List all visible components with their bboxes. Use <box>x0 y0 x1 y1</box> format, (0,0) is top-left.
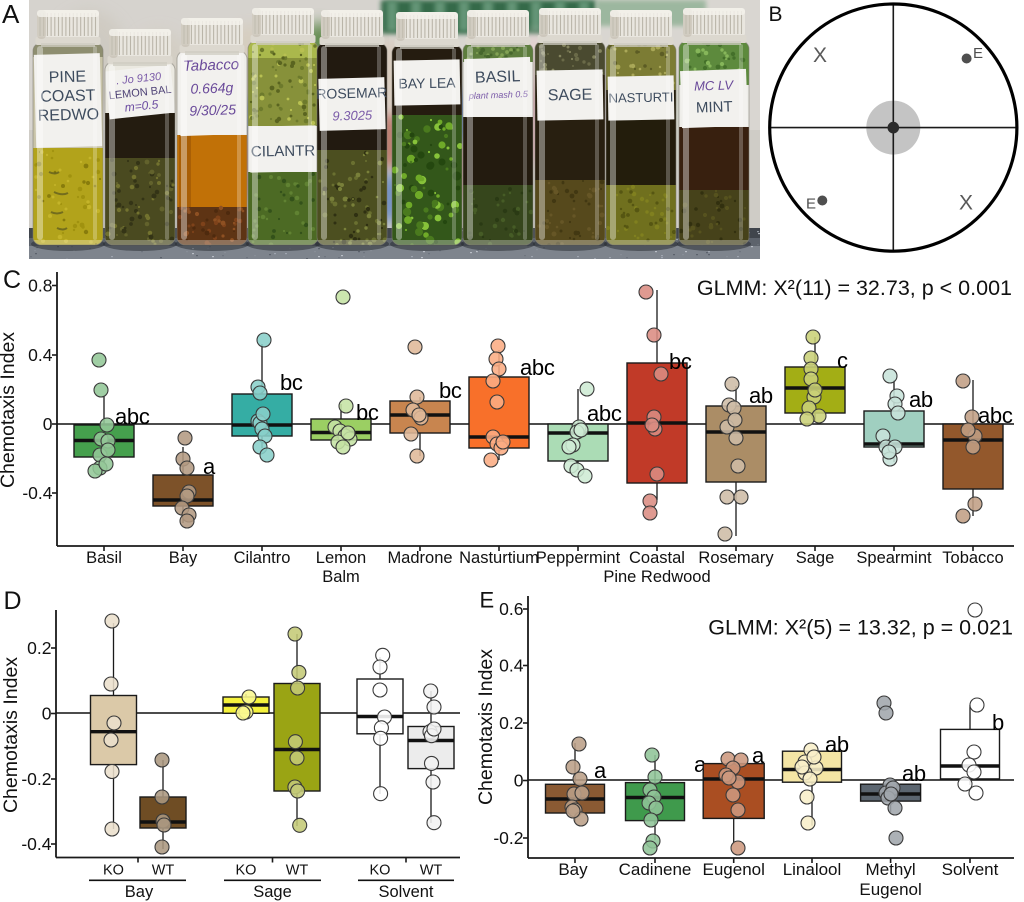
svg-text:bc: bc <box>669 349 692 374</box>
svg-text:Madrone: Madrone <box>387 549 452 567</box>
svg-text:E: E <box>480 588 495 613</box>
svg-text:Bay: Bay <box>558 860 588 879</box>
svg-text:0.2: 0.2 <box>499 713 523 733</box>
svg-text:Cilantro: Cilantro <box>234 549 291 567</box>
svg-text:ab: ab <box>825 732 849 757</box>
svg-text:-0.2: -0.2 <box>21 769 51 789</box>
svg-text:Eugenol: Eugenol <box>859 880 921 899</box>
svg-text:9/30/25: 9/30/25 <box>189 101 236 119</box>
svg-text:Peppermint: Peppermint <box>536 549 621 567</box>
svg-text:Solvent: Solvent <box>942 860 999 879</box>
svg-text:C: C <box>3 266 21 294</box>
svg-text:Tobacco: Tobacco <box>942 549 1003 567</box>
svg-text:Eugenol: Eugenol <box>703 860 765 879</box>
svg-text:Tabacco: Tabacco <box>183 56 240 75</box>
svg-text:ROSEMAR: ROSEMAR <box>316 84 387 102</box>
svg-text:9.3025: 9.3025 <box>332 107 373 123</box>
svg-text:GLMM: X²(5) = 13.32, p = 0.021: GLMM: X²(5) = 13.32, p = 0.021 <box>708 616 1013 640</box>
svg-text:-0.2: -0.2 <box>493 828 523 848</box>
svg-text:0: 0 <box>43 414 53 434</box>
svg-text:b: b <box>992 710 1004 735</box>
svg-text:a: a <box>752 743 765 768</box>
svg-text:WT: WT <box>152 863 175 879</box>
svg-text:-0.4: -0.4 <box>21 834 51 854</box>
svg-text:abc: abc <box>520 355 555 380</box>
svg-text:Coastal: Coastal <box>629 549 685 567</box>
svg-text:0: 0 <box>514 771 524 791</box>
svg-text:KO: KO <box>370 863 391 879</box>
svg-text:0.664g: 0.664g <box>190 79 234 96</box>
svg-text:abc: abc <box>115 404 150 429</box>
svg-text:. Jo 9130: . Jo 9130 <box>116 71 163 88</box>
svg-text:bc: bc <box>439 378 462 403</box>
svg-text:Sage: Sage <box>796 549 835 567</box>
svg-text:WT: WT <box>420 863 443 879</box>
svg-text:X: X <box>813 44 827 67</box>
svg-text:Chemotaxis Index: Chemotaxis Index <box>475 649 497 805</box>
svg-text:BASIL: BASIL <box>475 68 521 87</box>
svg-text:c: c <box>837 348 848 373</box>
svg-text:0: 0 <box>42 704 52 724</box>
svg-text:m=0.5: m=0.5 <box>124 97 159 114</box>
svg-text:0.2: 0.2 <box>27 638 51 658</box>
svg-text:WT: WT <box>286 863 309 879</box>
svg-text:ab: ab <box>909 387 933 412</box>
svg-text:Pine Redwood: Pine Redwood <box>603 568 710 586</box>
svg-text:Linalool: Linalool <box>783 860 842 879</box>
svg-text:REDWO: REDWO <box>38 106 100 125</box>
svg-text:Solvent: Solvent <box>378 883 433 901</box>
svg-text:ab: ab <box>902 761 926 786</box>
svg-text:CILANTR: CILANTR <box>251 142 316 160</box>
svg-text:SAGE: SAGE <box>548 87 593 105</box>
svg-text:X: X <box>959 192 973 215</box>
svg-text:ab: ab <box>749 383 773 408</box>
svg-text:a: a <box>203 454 216 479</box>
svg-text:Lemon: Lemon <box>316 549 366 567</box>
svg-text:Spearmint: Spearmint <box>856 549 932 567</box>
svg-text:BAY LEA: BAY LEA <box>398 74 456 91</box>
svg-text:plant mash 0.5: plant mash 0.5 <box>468 89 529 101</box>
svg-text:GLMM: X²(11) = 32.73, p < 0.00: GLMM: X²(11) = 32.73, p < 0.001 <box>697 276 1012 300</box>
svg-text:Sage: Sage <box>253 883 292 901</box>
svg-text:Nasturtium: Nasturtium <box>459 549 539 567</box>
svg-text:0.4: 0.4 <box>28 345 53 365</box>
svg-text:abc: abc <box>587 401 622 426</box>
svg-text:Chemotaxis Index: Chemotaxis Index <box>0 657 22 813</box>
svg-text:Bay: Bay <box>169 549 198 567</box>
svg-text:D: D <box>4 587 22 615</box>
svg-text:-0.4: -0.4 <box>22 483 52 503</box>
svg-text:0.4: 0.4 <box>499 656 524 676</box>
svg-text:NASTURTI: NASTURTI <box>608 89 673 105</box>
svg-text:COAST: COAST <box>40 87 96 105</box>
svg-text:0.6: 0.6 <box>499 599 523 619</box>
svg-text:0.8: 0.8 <box>28 276 52 296</box>
svg-text:a: a <box>594 758 607 783</box>
svg-text:Rosemary: Rosemary <box>698 549 774 567</box>
svg-text:MC LV: MC LV <box>694 77 735 93</box>
svg-text:KO: KO <box>103 863 124 879</box>
svg-text:PINE: PINE <box>49 69 87 87</box>
svg-text:Methyl: Methyl <box>866 860 916 879</box>
svg-text:abc: abc <box>978 403 1013 428</box>
svg-text:bc: bc <box>356 400 379 425</box>
svg-text:B: B <box>769 3 783 26</box>
svg-text:Cadinene: Cadinene <box>619 860 692 879</box>
svg-text:Bay: Bay <box>125 883 154 901</box>
svg-text:Balm: Balm <box>322 568 360 586</box>
svg-text:E: E <box>806 196 816 213</box>
svg-text:E: E <box>973 45 983 62</box>
svg-text:bc: bc <box>280 370 303 395</box>
svg-text:Basil: Basil <box>86 549 122 567</box>
svg-text:KO: KO <box>236 863 257 879</box>
svg-text:Chemotaxis Index: Chemotaxis Index <box>0 332 19 488</box>
svg-text:MINT: MINT <box>696 98 733 116</box>
